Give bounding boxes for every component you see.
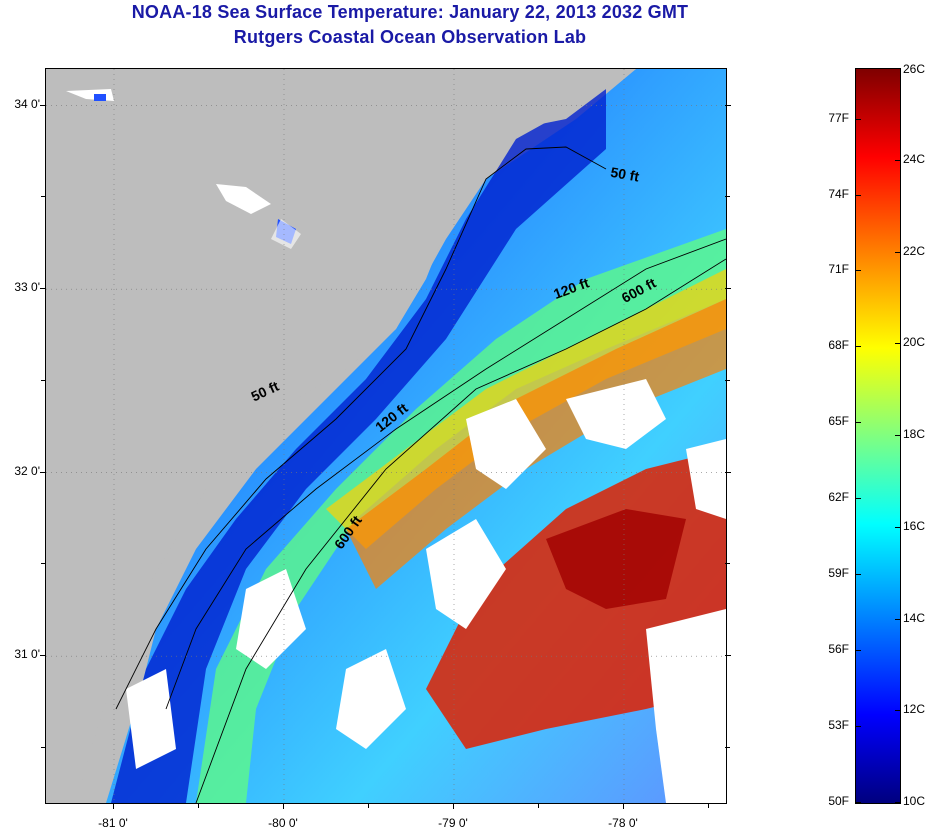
colorbar-tick bbox=[856, 726, 861, 728]
lat-minor-tick bbox=[41, 563, 46, 565]
lat-tick bbox=[725, 471, 731, 473]
fahrenheit-label: 53F bbox=[828, 718, 849, 733]
lat-tick bbox=[40, 288, 46, 290]
lon-minor-tick bbox=[708, 803, 709, 808]
fahrenheit-label: 65F bbox=[828, 414, 849, 429]
map-title: NOAA-18 Sea Surface Temperature: January… bbox=[131, 2, 689, 22]
fahrenheit-label: 62F bbox=[828, 490, 849, 505]
land bbox=[46, 69, 636, 803]
celsius-label: 26C bbox=[903, 62, 926, 76]
fahrenheit-label: 59F bbox=[828, 566, 849, 581]
lon-label: -81 0' bbox=[98, 816, 128, 830]
colorbar-tick bbox=[856, 422, 861, 424]
lat-tick bbox=[725, 104, 731, 106]
lon-label: -79 0' bbox=[438, 816, 468, 830]
lat-tick bbox=[40, 471, 46, 473]
sst-map: 50 ft 120 ft 600 ft 50 ft 120 ft 600 ft bbox=[45, 68, 727, 804]
lat-label: 31 0' bbox=[14, 647, 40, 662]
colorbar-tick bbox=[895, 802, 900, 803]
celsius-label: 20C bbox=[903, 335, 926, 350]
lon-minor-tick bbox=[368, 803, 369, 808]
celsius-label: 10C bbox=[903, 794, 926, 808]
lon-tick bbox=[453, 803, 454, 809]
lon-label: -78 0' bbox=[608, 816, 638, 830]
lat-label: 34 0' bbox=[14, 96, 40, 111]
lat-label: 33 0' bbox=[14, 280, 40, 295]
lat-minor-tick bbox=[725, 379, 730, 381]
celsius-label: 14C bbox=[903, 610, 926, 625]
lon-tick bbox=[113, 803, 114, 809]
celsius-label: 18C bbox=[903, 427, 926, 441]
fahrenheit-label: 50F bbox=[828, 794, 849, 808]
map-subtitle: Rutgers Coastal Ocean Observation Lab bbox=[233, 27, 587, 47]
lon-label: -80 0' bbox=[268, 816, 298, 830]
colorbar-tick bbox=[856, 270, 861, 272]
colorbar-tick bbox=[895, 343, 900, 345]
fahrenheit-label: 71F bbox=[828, 262, 849, 277]
colorbar-tick bbox=[856, 498, 861, 500]
colorbar-tick bbox=[895, 68, 900, 69]
sst-field bbox=[106, 69, 726, 803]
contour-label: 50 ft bbox=[609, 164, 640, 185]
colorbar-tick bbox=[856, 118, 861, 120]
colorbar-tick bbox=[895, 251, 900, 253]
colorbar-tick bbox=[856, 346, 861, 348]
colorbar-tick bbox=[895, 710, 900, 712]
colorbar-tick bbox=[895, 618, 900, 620]
lat-minor-tick bbox=[725, 563, 730, 565]
lat-minor-tick bbox=[41, 746, 46, 748]
colorbar-tick bbox=[895, 526, 900, 528]
fahrenheit-label: 68F bbox=[828, 338, 849, 353]
celsius-label: 12C bbox=[903, 702, 926, 717]
colorbar-tick bbox=[856, 574, 861, 576]
fahrenheit-label: 77F bbox=[828, 110, 849, 125]
lat-tick bbox=[40, 104, 46, 106]
lat-label: 32 0' bbox=[14, 463, 40, 478]
lon-minor-tick bbox=[538, 803, 539, 808]
lat-minor-tick bbox=[41, 196, 46, 198]
temperature-colorbar bbox=[855, 68, 901, 804]
lon-minor-tick bbox=[198, 803, 199, 808]
celsius-label: 22C bbox=[903, 243, 926, 258]
lat-minor-tick bbox=[41, 379, 46, 381]
graticule bbox=[46, 69, 726, 803]
lat-minor-tick bbox=[725, 746, 730, 748]
colorbar-tick bbox=[895, 435, 900, 436]
depth-contours bbox=[115, 146, 726, 803]
fahrenheit-label: 56F bbox=[828, 642, 849, 657]
lon-tick bbox=[623, 803, 624, 809]
celsius-label: 16C bbox=[903, 518, 926, 533]
lat-minor-tick bbox=[725, 196, 730, 198]
lon-tick bbox=[283, 803, 284, 809]
colorbar-tick bbox=[856, 194, 861, 196]
colorbar-tick bbox=[856, 802, 861, 803]
colorbar-tick bbox=[895, 159, 900, 161]
lat-tick bbox=[40, 655, 46, 657]
celsius-label: 24C bbox=[903, 151, 926, 166]
lat-tick bbox=[725, 288, 731, 290]
fahrenheit-label: 74F bbox=[828, 186, 849, 201]
colorbar-tick bbox=[856, 650, 861, 652]
lat-tick bbox=[725, 655, 731, 657]
